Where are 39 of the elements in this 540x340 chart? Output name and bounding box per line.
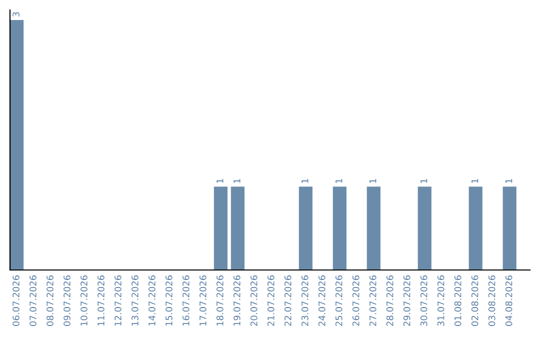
data-label: 1 bbox=[370, 178, 376, 183]
data-label: 1 bbox=[302, 178, 308, 183]
data-label: 1 bbox=[216, 178, 224, 183]
x-tick-label: 12.07.2026 bbox=[114, 275, 122, 326]
x-tick-label: 17.07.2026 bbox=[200, 275, 206, 326]
data-label: 1 bbox=[506, 178, 512, 183]
data-label: 1 bbox=[336, 178, 342, 183]
x-tick-label: 19.07.2026 bbox=[234, 275, 240, 326]
x-tick-label: 06.07.2026 bbox=[12, 275, 20, 326]
x-tick-label: 13.07.2026 bbox=[132, 275, 138, 326]
data-label: 1 bbox=[472, 178, 478, 183]
x-tick-label: 21.07.2026 bbox=[267, 275, 274, 326]
x-tick-label: 20.07.2026 bbox=[250, 275, 258, 326]
x-tick-label: 24.07.2026 bbox=[318, 275, 326, 326]
x-tick-label: 07.07.2026 bbox=[30, 275, 36, 326]
x-tick-label: 11.07.2026 bbox=[98, 275, 104, 326]
x-tick-label: 15.07.2026 bbox=[166, 275, 172, 326]
x-tick-label: 04.08.2026 bbox=[505, 275, 512, 326]
x-tick-label: 25.07.2026 bbox=[335, 275, 342, 326]
x-tick-label: 22.07.2026 bbox=[284, 275, 292, 326]
x-tick-label: 08.07.2026 bbox=[46, 275, 54, 326]
x-tick-label: 29.07.2026 bbox=[403, 275, 410, 326]
x-tick-label: 30.07.2026 bbox=[420, 275, 428, 326]
x-tick-label: 01.08.2026 bbox=[454, 275, 462, 326]
x-tick-label: 14.07.2026 bbox=[148, 275, 156, 326]
x-tick-label: 31.07.2026 bbox=[437, 275, 444, 326]
data-label: 1 bbox=[234, 178, 240, 183]
x-tick-label: 23.07.2026 bbox=[301, 275, 308, 326]
data-label: 1 bbox=[420, 178, 428, 183]
x-tick-label: 18.07.2026 bbox=[216, 275, 224, 326]
x-tick-label: 28.07.2026 bbox=[386, 275, 394, 326]
x-tick-label: 09.07.2026 bbox=[64, 275, 70, 326]
x-tick-label: 16.07.2026 bbox=[182, 275, 190, 326]
x-tick-label: 27.07.2026 bbox=[369, 275, 376, 326]
x-tick-label: 03.08.2026 bbox=[488, 275, 496, 326]
x-tick-label: 10.07.2026 bbox=[80, 275, 88, 326]
x-tick-label: 26.07.2026 bbox=[352, 275, 360, 326]
data-label: 3 bbox=[12, 12, 20, 17]
x-tick-label: 02.08.2026 bbox=[471, 275, 478, 326]
